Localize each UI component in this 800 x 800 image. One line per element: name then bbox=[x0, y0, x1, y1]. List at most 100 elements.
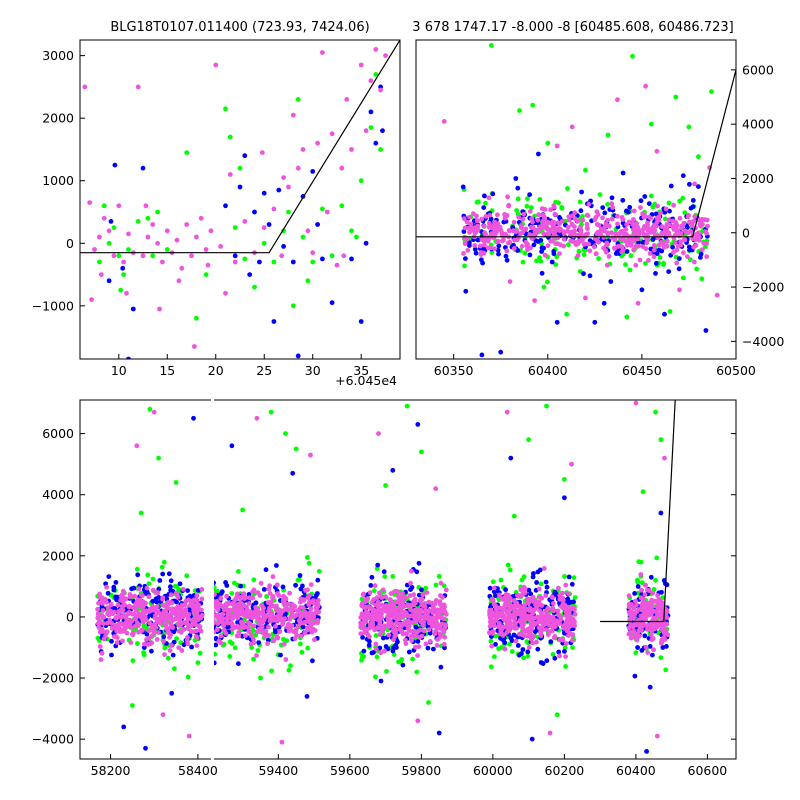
bottom-right-segment-cluster-point-magenta bbox=[289, 602, 295, 607]
bottom-right-segment-cluster-point-magenta bbox=[530, 594, 536, 600]
top-right-cluster-point-blue bbox=[690, 204, 696, 210]
bottom-left-segment-cluster-point-magenta bbox=[160, 602, 166, 608]
top-right-cluster-point-green bbox=[628, 253, 634, 259]
bottom-left-segment-cluster-point-magenta bbox=[154, 637, 160, 642]
top-left-point-blue bbox=[315, 222, 320, 227]
bottom-right-segment-outlier-green bbox=[426, 700, 431, 705]
bottom-right-segment-cluster-point-magenta bbox=[626, 610, 632, 615]
bottom-right-segment-cluster-point-magenta bbox=[216, 618, 222, 624]
bottom-left-segment-cluster-point-magenta bbox=[165, 630, 171, 635]
top-right-model-line bbox=[416, 69, 736, 238]
bottom-right-segment-cluster-point-magenta bbox=[541, 614, 547, 619]
top-right-cluster-point-magenta bbox=[646, 258, 651, 263]
bottom-left-segment-cluster-point-magenta bbox=[144, 585, 150, 591]
top-right-cluster-point-magenta bbox=[580, 217, 586, 223]
bottom-right-segment-outlier-magenta bbox=[254, 415, 260, 421]
bottom-right-segment-cluster-point-magenta bbox=[234, 591, 240, 597]
top-right-cluster-point-green bbox=[596, 256, 601, 261]
bottom-right-segment-cluster-point-blue bbox=[419, 587, 424, 593]
bottom-left-segment-cluster-point-magenta bbox=[104, 599, 109, 605]
top-right-cluster-point-magenta bbox=[692, 259, 697, 265]
bottom-right-segment-cluster-point-magenta bbox=[380, 629, 385, 634]
bottom-left-segment-cluster-point-magenta bbox=[180, 586, 186, 592]
bottom-right-segment-cluster-point-magenta bbox=[549, 628, 555, 634]
bottom-right-segment-cluster-point-magenta bbox=[377, 621, 382, 627]
top-right-cluster-point-magenta bbox=[662, 228, 668, 233]
bottom-right-segment-cluster-point-magenta bbox=[555, 608, 561, 614]
top-left-point-magenta bbox=[232, 259, 238, 265]
bottom-right-segment-cluster-point-magenta bbox=[258, 580, 264, 586]
top-right-cluster-point-magenta bbox=[605, 217, 611, 223]
top-right-cluster-point-blue bbox=[515, 185, 521, 191]
bottom-right-segment-cluster-point-magenta bbox=[249, 615, 255, 621]
bottom-right-segment-cluster-point-green bbox=[251, 577, 257, 583]
bottom-right-segment-cluster-point-magenta bbox=[567, 630, 573, 636]
bottom-right-segment-cluster-point-green bbox=[373, 633, 379, 638]
top-left-point-magenta bbox=[271, 206, 277, 212]
top-left-point-blue bbox=[130, 306, 136, 312]
bottom-right-segment-cluster-point-magenta bbox=[244, 614, 249, 619]
bottom-right-segment-cluster-point-magenta bbox=[400, 590, 405, 596]
top-right-cluster-point-green bbox=[525, 196, 530, 202]
top-right-cluster-point-magenta bbox=[518, 225, 524, 231]
bottom-right-segment-cluster-point-magenta bbox=[403, 637, 408, 643]
top-right-cluster-point-blue bbox=[461, 229, 467, 234]
top-right-y-tick-label: 6000 bbox=[742, 62, 774, 77]
bottom-left-segment-cluster-point-magenta bbox=[175, 611, 181, 616]
bottom-left-segment-cluster-point-magenta bbox=[97, 644, 103, 649]
top-right-cluster-point-magenta bbox=[545, 221, 550, 227]
bottom-right-segment-outlier-magenta bbox=[654, 733, 660, 739]
bottom-left-segment-cluster-point-magenta bbox=[163, 622, 169, 628]
top-left-point-magenta bbox=[363, 128, 369, 134]
bottom-right-segment-cluster-point-magenta bbox=[375, 625, 381, 631]
bottom-right-segment-cluster-point-blue bbox=[378, 678, 384, 684]
bottom-right-segment-cluster-point-magenta bbox=[628, 635, 634, 641]
bottom-right-segment-cluster-point-green bbox=[550, 652, 556, 657]
top-right-cluster-point-magenta bbox=[462, 225, 468, 231]
bottom-left-segment-cluster-point-magenta bbox=[189, 623, 194, 629]
top-right-cluster-point-blue bbox=[646, 201, 652, 207]
top-right-cluster-point-magenta bbox=[637, 257, 643, 263]
bottom-right-segment-cluster-point-blue bbox=[256, 640, 262, 645]
bottom-right-segment-cluster-point-blue bbox=[535, 569, 541, 575]
top-right-cluster-point-magenta bbox=[575, 253, 581, 258]
top-right-cluster-point-magenta bbox=[673, 219, 678, 225]
bottom-right-segment-cluster-point-magenta bbox=[392, 625, 398, 630]
bottom-left-segment-cluster-point-blue bbox=[150, 598, 156, 604]
top-right-cluster-point-magenta bbox=[545, 232, 551, 238]
top-right-cluster-point-magenta bbox=[671, 202, 676, 208]
bottom-right-segment-cluster-point-green bbox=[359, 657, 364, 663]
bottom-left-segment-cluster-point-magenta bbox=[176, 645, 182, 650]
bottom-right-segment-cluster-point-green bbox=[384, 669, 389, 674]
top-right-cluster-point-magenta bbox=[694, 233, 700, 239]
bottom-right-segment-cluster-point-magenta bbox=[257, 627, 263, 633]
top-left-point-green bbox=[295, 97, 301, 102]
bottom-right-segment-cluster-point-magenta bbox=[643, 582, 648, 588]
top-right-cluster-point-magenta bbox=[528, 224, 534, 230]
top-right-x-tick-label: 60450 bbox=[622, 363, 662, 378]
top-right-cluster-point-magenta bbox=[535, 217, 541, 223]
top-right-cluster-point-magenta bbox=[679, 225, 684, 231]
bottom-right-segment-cluster-point-magenta bbox=[216, 614, 222, 619]
top-right-cluster-point-magenta bbox=[619, 244, 625, 250]
top-right-cluster-point-blue bbox=[549, 259, 555, 265]
bottom-right-segment-cluster-point-magenta bbox=[531, 607, 537, 613]
bottom-right-segment-cluster-point-magenta bbox=[557, 613, 562, 618]
top-right-cluster-point-magenta bbox=[641, 231, 647, 237]
bottom-left-segment-cluster-point-magenta bbox=[168, 619, 174, 625]
top-right-cluster-point-magenta bbox=[671, 250, 676, 255]
bottom-left-segment-cluster-point-magenta bbox=[107, 611, 113, 617]
top-right-cluster-point-green bbox=[489, 250, 495, 256]
top-right-cluster-point-blue bbox=[481, 205, 487, 211]
bottom-right-segment-cluster-point-magenta bbox=[490, 612, 496, 618]
bottom-right-segment-cluster-point-magenta bbox=[218, 633, 224, 639]
top-right-cluster-point-magenta bbox=[486, 220, 492, 226]
bottom-right-segment-cluster-point-magenta bbox=[255, 590, 261, 595]
bottom-right-segment-cluster-point-blue bbox=[280, 584, 286, 590]
bottom-right-segment-cluster-point-magenta bbox=[408, 607, 413, 613]
bottom-right-segment-cluster-point-blue bbox=[273, 629, 278, 635]
bottom-right-segment-cluster-point-magenta bbox=[293, 629, 298, 635]
bottom-right-segment-outlier-blue bbox=[647, 684, 653, 690]
top-left-title: BLG18T0107.011400 (723.93, 7424.06) bbox=[110, 20, 369, 35]
bottom-right-segment-cluster-point-blue bbox=[261, 587, 267, 592]
